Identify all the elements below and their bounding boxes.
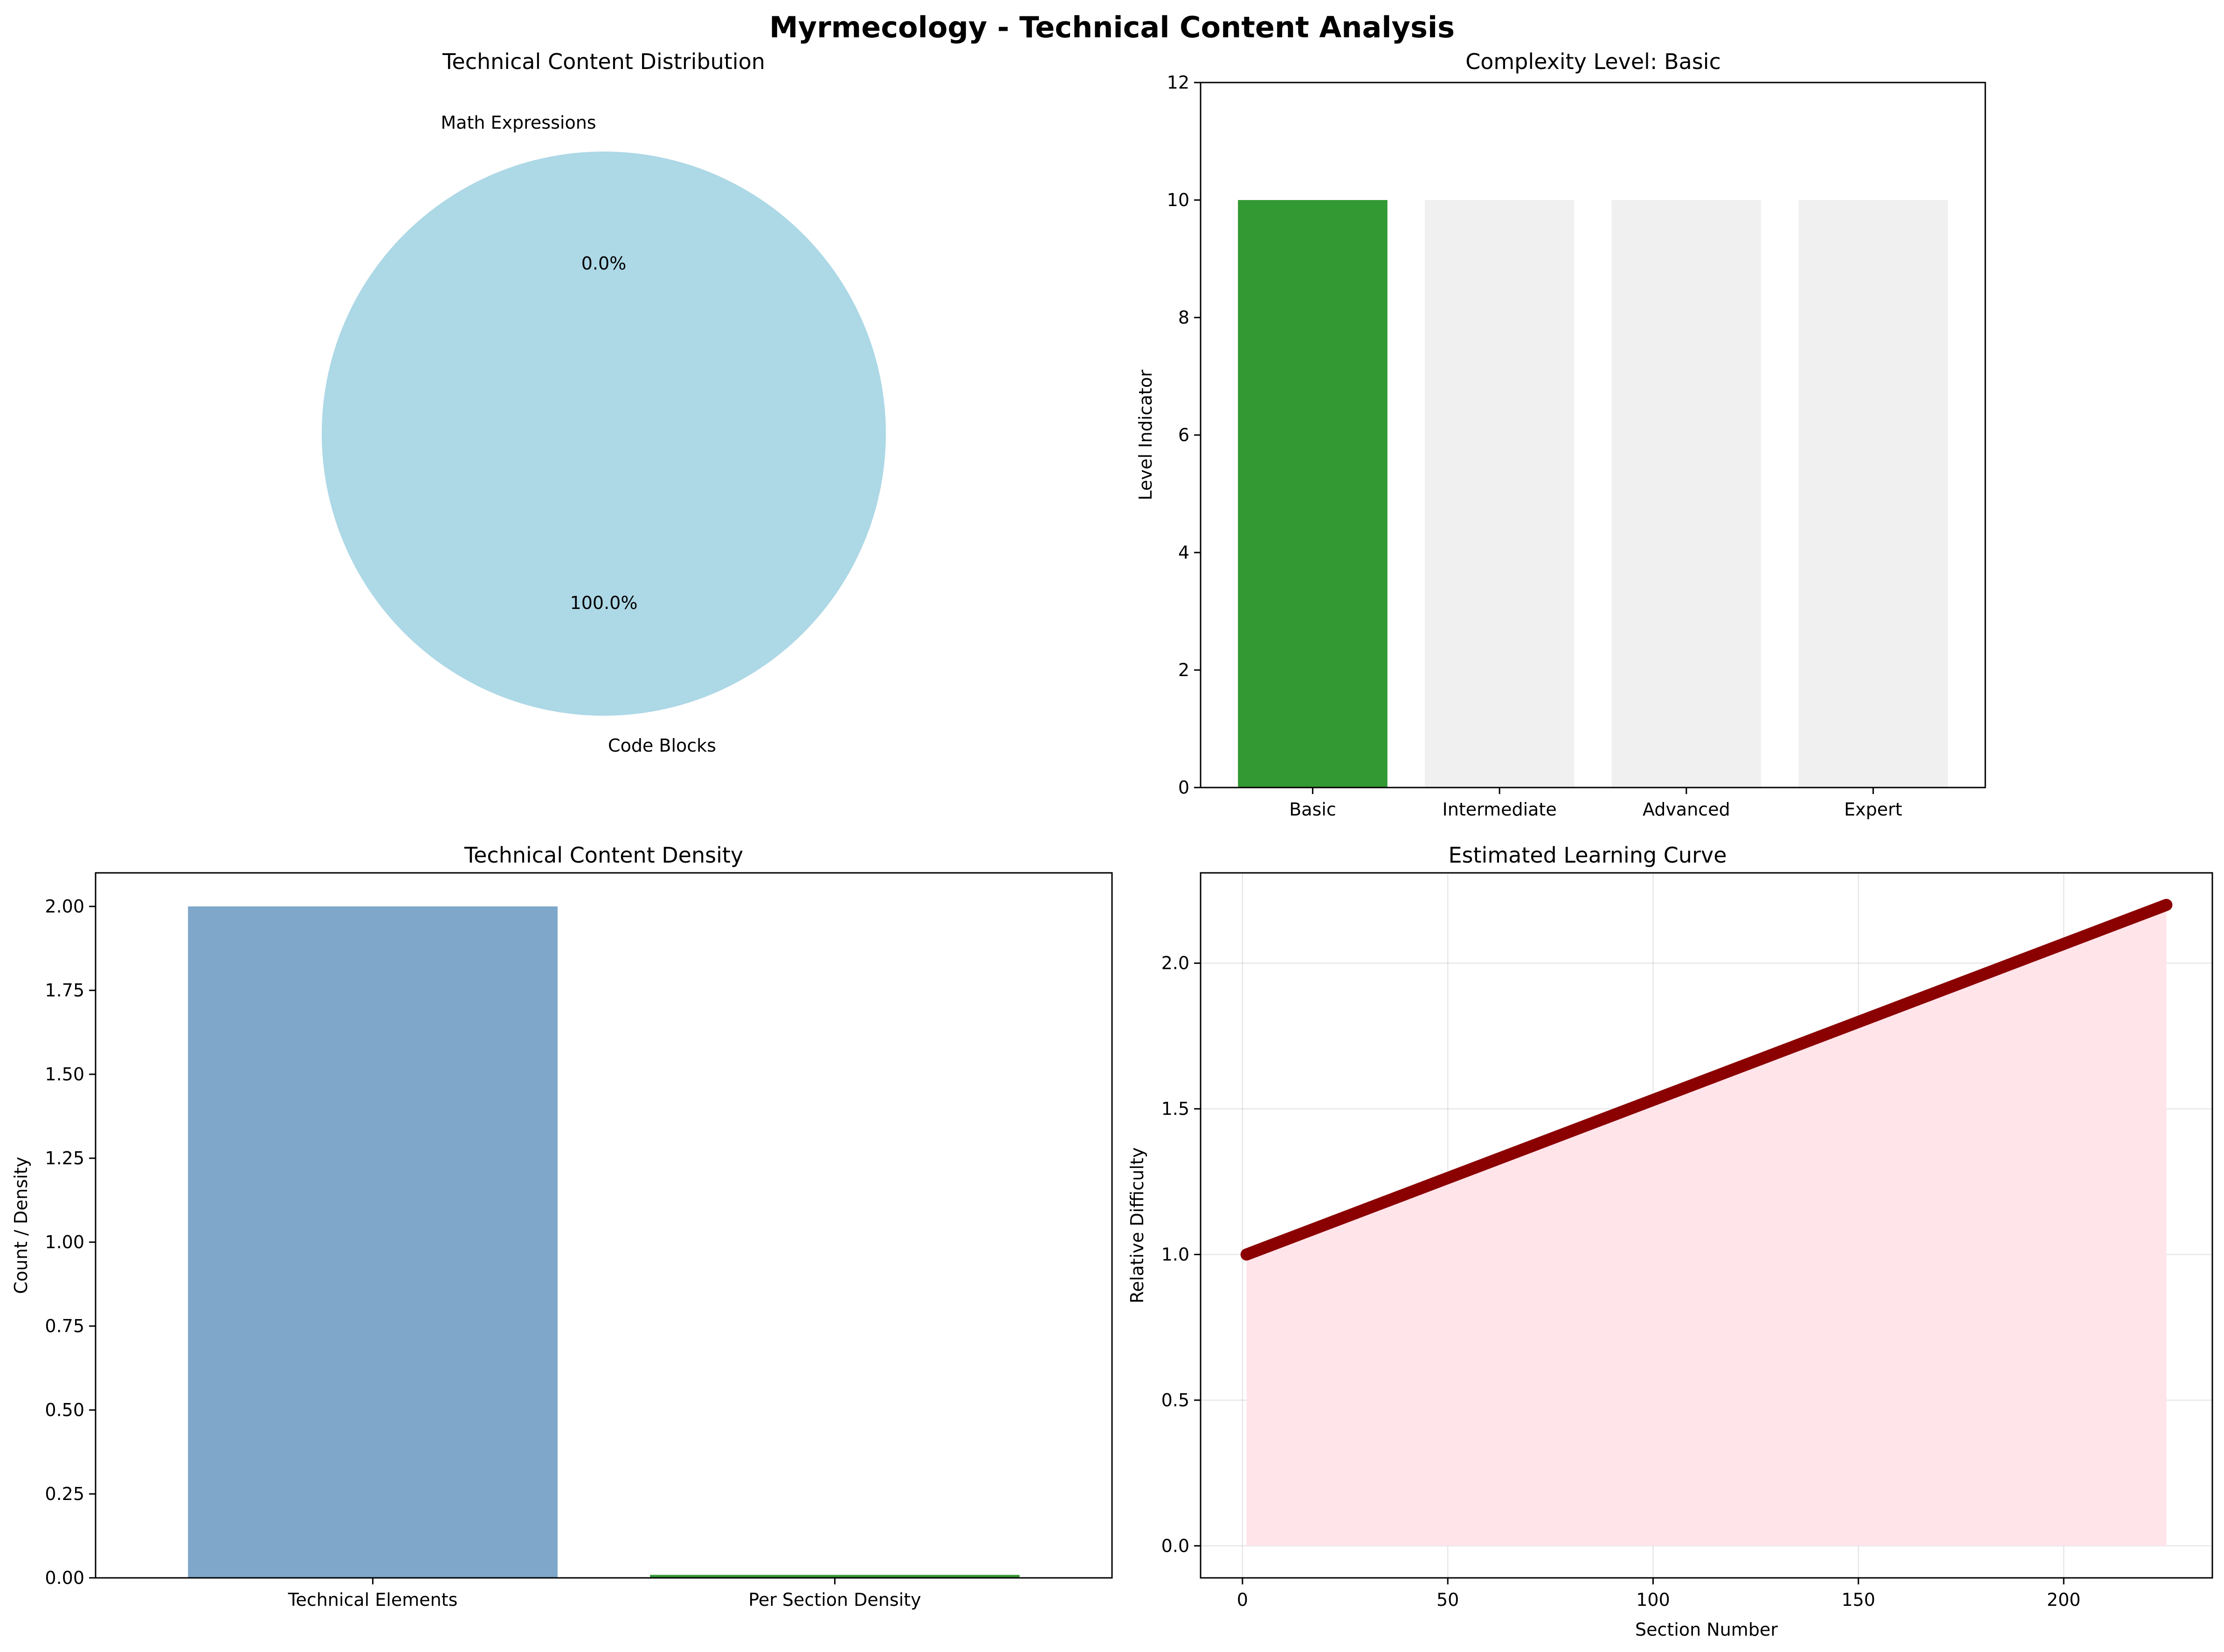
pie-pct-code-blocks: 100.0% [570, 593, 638, 613]
density-x-ticks: Technical Elements Per Section Density [288, 1578, 921, 1610]
complexity-bars [1238, 200, 1948, 788]
learning-curve-x-tick-label: 100 [1636, 1590, 1670, 1610]
learning-curve-plot-frame [1200, 872, 2213, 1579]
density-plot-frame [95, 872, 1113, 1579]
learning-curve-y-tick-label: 1.0 [1161, 1244, 1189, 1265]
density-y-tick-label: 2.00 [45, 896, 84, 917]
learning-curve-x-axis-label: Section Number [1635, 1619, 1778, 1640]
learning-curve-line-group [1240, 899, 2173, 1261]
density-bar-technical-elements [188, 906, 558, 1578]
complexity-bar-intermediate [1424, 200, 1575, 788]
learning-curve-x-tick-label: 200 [2047, 1590, 2081, 1610]
complexity-x-tick-label: Advanced [1643, 799, 1730, 820]
density-bars [188, 906, 1020, 1578]
complexity-bar-basic [1238, 200, 1388, 788]
learning-curve-x-tick-label: 150 [1842, 1590, 1876, 1610]
density-y-tick-label: 0.00 [45, 1568, 84, 1588]
complexity-x-tick-label: Expert [1844, 799, 1902, 820]
learning-curve-y-tick-label: 0.5 [1161, 1390, 1189, 1410]
learning-curve-y-tick-label: 0.0 [1161, 1535, 1189, 1556]
density-y-tick-label: 1.25 [45, 1148, 84, 1168]
complexity-plot-frame [1200, 82, 1986, 788]
learning-curve-line [1240, 899, 2173, 1261]
learning-curve-x-ticks: 0 50 100 150 200 [1237, 1578, 2081, 1610]
complexity-y-tick-label: 10 [1167, 190, 1189, 210]
complexity-x-tick-label: Intermediate [1443, 799, 1557, 820]
pie-slice-code-blocks [322, 152, 886, 716]
density-y-tick-label: 1.50 [45, 1064, 84, 1085]
complexity-y-ticks: 0 2 4 6 8 10 12 [1167, 72, 1201, 798]
density-bar-per-section-density [650, 1575, 1020, 1578]
figure-title: Myrmecology - Technical Content Analysis [769, 10, 1455, 44]
density-y-ticks: 0.00 0.25 0.50 0.75 1.00 1.25 1.50 1.75 2.00 [45, 896, 96, 1588]
complexity-x-tick-label: Basic [1289, 799, 1336, 820]
learning-curve-y-tick-label: 2.0 [1161, 953, 1189, 974]
pie-chart-panel: Technical Content Distribution Math Expr… [322, 49, 886, 756]
pie-label-math-expressions: Math Expressions [441, 112, 596, 133]
density-x-tick-label: Per Section Density [748, 1590, 921, 1610]
density-y-tick-label: 1.00 [45, 1232, 84, 1252]
complexity-y-tick-label: 4 [1178, 542, 1189, 563]
complexity-bar-advanced [1611, 200, 1761, 788]
learning-curve-area [1246, 905, 2167, 1546]
density-y-tick-label: 0.75 [45, 1316, 84, 1336]
learning-curve-y-ticks: 0.0 0.5 1.0 1.5 2.0 [1161, 953, 1201, 1556]
complexity-chart-title: Complexity Level: Basic [1465, 49, 1721, 74]
density-y-axis-label: Count / Density [11, 1157, 31, 1294]
density-y-tick-label: 0.25 [45, 1484, 84, 1504]
learning-curve-title: Estimated Learning Curve [1448, 843, 1727, 868]
complexity-y-tick-label: 2 [1178, 660, 1189, 680]
complexity-chart-panel: Complexity Level: Basic 0 2 4 6 8 10 12 Basic I… [1135, 49, 1986, 820]
learning-curve-x-tick-label: 0 [1237, 1590, 1248, 1610]
learning-curve-fill-area [1246, 905, 2167, 1546]
complexity-y-tick-label: 12 [1167, 72, 1189, 93]
density-chart-panel: Technical Content Density 0.000.250.500.… [11, 843, 1113, 1610]
density-chart-title: Technical Content Density [464, 843, 743, 868]
complexity-y-tick-label: 8 [1178, 307, 1189, 328]
complexity-y-tick-label: 6 [1178, 425, 1189, 445]
pie-label-code-blocks: Code Blocks [608, 735, 716, 756]
pie-chart-title: Technical Content Distribution [442, 49, 765, 74]
complexity-y-tick-label: 0 [1178, 777, 1189, 798]
learning-curve-y-axis-label: Relative Difficulty [1127, 1147, 1147, 1304]
density-y-tick-label: 1.75 [45, 980, 84, 1001]
density-y-tick-label: 0.50 [45, 1400, 84, 1420]
learning-curve-y-tick-label: 1.5 [1161, 1099, 1189, 1119]
complexity-x-ticks: Basic Intermediate Advanced Expert [1289, 788, 1902, 820]
pie-pct-math-expressions: 0.0% [581, 253, 627, 274]
complexity-y-axis-label: Level Indicator [1135, 369, 1156, 500]
density-x-tick-label: Technical Elements [288, 1590, 458, 1610]
learning-curve-panel: Estimated Learning Curve 0.0 0.5 1.0 1.5 2.0… [1127, 843, 2213, 1640]
learning-curve-x-tick-label: 50 [1437, 1590, 1459, 1610]
pie-slices [322, 152, 886, 716]
complexity-bar-expert [1798, 200, 1948, 788]
